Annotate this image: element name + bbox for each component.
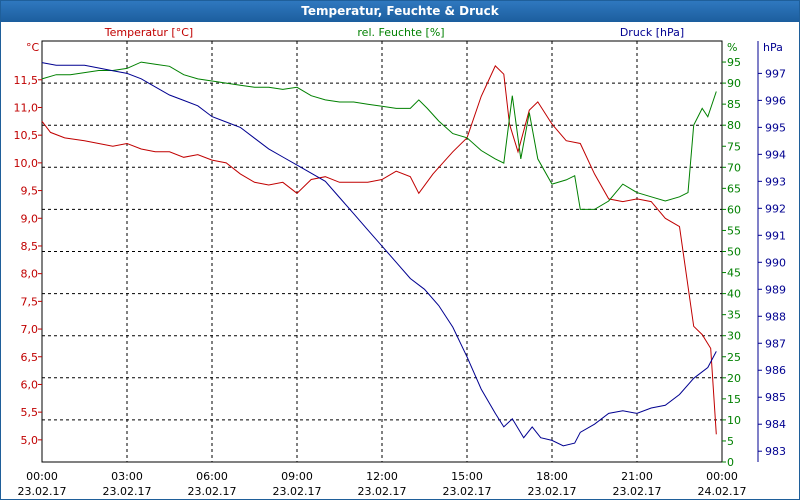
pressure-tick-label: 994 <box>765 148 786 161</box>
humidity-tick-label: 20 <box>727 372 741 385</box>
humidity-tick-label: 45 <box>727 267 741 280</box>
x-tick-time: 12:00 <box>366 470 398 483</box>
x-tick-time: 06:00 <box>196 470 228 483</box>
pressure-tick-label: 997 <box>765 67 786 80</box>
temp-tick-label: 9,0 <box>21 212 39 225</box>
legend-entry: rel. Feuchte [%] <box>357 26 444 39</box>
humidity-tick-label: 50 <box>727 246 741 259</box>
x-tick-time: 03:00 <box>111 470 143 483</box>
temp-unit-label: °C <box>26 41 40 54</box>
pressure-tick-label: 985 <box>765 391 786 404</box>
series-line-humidity <box>41 61 717 210</box>
humidity-tick-label: 70 <box>727 161 741 174</box>
legend-entry: Druck [hPa] <box>620 26 684 39</box>
x-tick-time: 18:00 <box>536 470 568 483</box>
tick-labels: 00:00 23.02.17 03:00 23.02.17 06:00 23.02.17 0… <box>14 26 787 498</box>
temp-tick-label: 7,5 <box>21 295 39 308</box>
humidity-tick-label: 35 <box>727 309 741 322</box>
pressure-tick-label: 991 <box>765 229 786 242</box>
temp-tick-label: 8,5 <box>21 240 39 253</box>
pressure-tick-label: 992 <box>765 202 786 215</box>
humidity-tick-label: 15 <box>727 393 741 406</box>
humidity-tick-label: 80 <box>727 119 741 132</box>
x-tick-date: 23.02.17 <box>613 485 662 498</box>
axes <box>38 40 762 463</box>
series-layer <box>41 61 717 447</box>
gridlines <box>42 41 722 462</box>
x-tick-time: 09:00 <box>281 470 313 483</box>
pressure-tick-label: 990 <box>765 256 786 269</box>
humidity-tick-label: 55 <box>727 224 741 237</box>
x-tick-time: 15:00 <box>451 470 483 483</box>
humidity-tick-label: 30 <box>727 330 741 343</box>
humidity-tick-label: 10 <box>727 414 741 427</box>
humidity-tick-label: 5 <box>727 435 734 448</box>
pressure-tick-label: 989 <box>765 283 786 296</box>
x-tick-date: 23.02.17 <box>528 485 577 498</box>
x-tick-date: 23.02.17 <box>273 485 322 498</box>
temp-tick-label: 10,5 <box>14 129 39 142</box>
x-tick-date: 23.02.17 <box>188 485 237 498</box>
humidity-tick-label: 75 <box>727 140 741 153</box>
humidity-tick-label: 40 <box>727 288 741 301</box>
x-tick-time: 00:00 <box>26 470 58 483</box>
temp-tick-label: 5,5 <box>21 406 39 419</box>
series-line-pressure <box>41 62 717 447</box>
humidity-tick-label: 0 <box>727 456 734 469</box>
x-tick-date: 23.02.17 <box>103 485 152 498</box>
window-title: Temperatur, Feuchte & Druck <box>1 1 799 22</box>
temp-tick-label: 6,0 <box>21 378 39 391</box>
pressure-tick-label: 983 <box>765 445 786 458</box>
humidity-tick-label: 65 <box>727 182 741 195</box>
pressure-tick-label: 993 <box>765 175 786 188</box>
humidity-tick-label: 95 <box>727 56 741 69</box>
pressure-tick-label: 995 <box>765 121 786 134</box>
temp-tick-label: 6,5 <box>21 351 39 364</box>
pressure-tick-label: 987 <box>765 337 786 350</box>
pressure-unit-label: hPa <box>763 41 783 54</box>
x-tick-time: 21:00 <box>621 470 653 483</box>
x-tick-date: 23.02.17 <box>443 485 492 498</box>
humidity-unit-label: % <box>727 41 737 54</box>
x-tick-date: 23.02.17 <box>358 485 407 498</box>
x-tick-date: 24.02.17 <box>698 485 747 498</box>
temp-tick-label: 11,5 <box>14 74 39 87</box>
series-line-temperature <box>41 65 717 435</box>
pressure-tick-label: 996 <box>765 94 786 107</box>
humidity-tick-label: 60 <box>727 203 741 216</box>
temp-tick-label: 7,0 <box>21 323 39 336</box>
humidity-tick-label: 90 <box>727 77 741 90</box>
x-tick-time: 00:00 <box>706 470 738 483</box>
pressure-tick-label: 984 <box>765 418 786 431</box>
x-tick-date: 23.02.17 <box>18 485 67 498</box>
temp-tick-label: 8,0 <box>21 268 39 281</box>
humidity-tick-label: 25 <box>727 351 741 364</box>
temp-tick-label: 11,0 <box>14 101 39 114</box>
legend-entry: Temperatur [°C] <box>104 26 193 39</box>
temp-tick-label: 9,5 <box>21 185 39 198</box>
pressure-tick-label: 986 <box>765 364 786 377</box>
humidity-tick-label: 85 <box>727 98 741 111</box>
pressure-tick-label: 988 <box>765 310 786 323</box>
temp-tick-label: 10,0 <box>14 157 39 170</box>
temp-tick-label: 5,0 <box>21 434 39 447</box>
